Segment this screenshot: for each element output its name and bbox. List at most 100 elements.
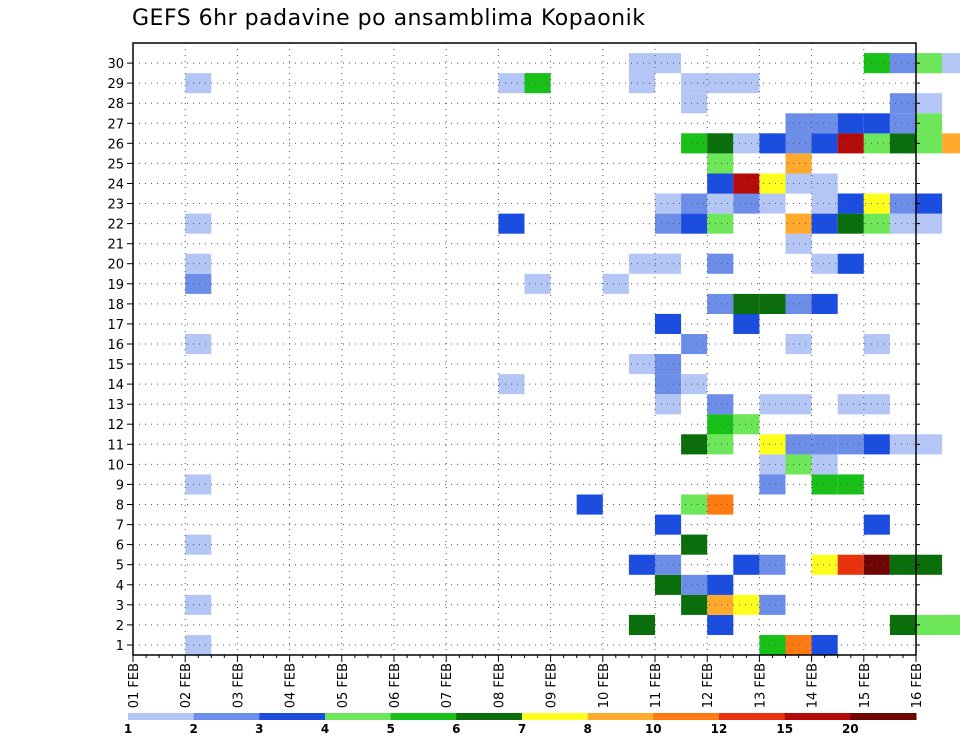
heatmap-cell xyxy=(733,293,760,314)
heatmap-cell xyxy=(733,594,760,615)
legend-swatch xyxy=(719,713,786,720)
heatmap-cell xyxy=(837,113,864,134)
y-tick-label: 10 xyxy=(107,458,124,473)
heatmap-cell xyxy=(785,173,812,194)
heatmap-cell xyxy=(681,574,708,595)
heatmap-cell xyxy=(785,454,812,475)
y-tick-label: 24 xyxy=(107,178,124,193)
heatmap-cell xyxy=(916,614,943,635)
x-tick-label: 08 FEB xyxy=(492,663,507,708)
heatmap-cell xyxy=(707,193,734,214)
heatmap-cell xyxy=(733,173,760,194)
y-tick-label: 14 xyxy=(107,378,124,393)
heatmap-cell xyxy=(655,574,682,595)
heatmap-cell xyxy=(863,514,890,535)
heatmap-cell xyxy=(655,374,682,395)
heatmap-cell xyxy=(916,93,943,114)
heatmap-cell xyxy=(785,113,812,134)
legend-label: 10 xyxy=(645,722,662,736)
heatmap-cell xyxy=(811,133,838,154)
heatmap-cell xyxy=(733,133,760,154)
y-tick-label: 16 xyxy=(107,338,124,353)
legend-label: 8 xyxy=(584,722,592,736)
heatmap-cell xyxy=(707,213,734,234)
heatmap-cell xyxy=(681,374,708,395)
heatmap-cell xyxy=(863,113,890,134)
heatmap-cell xyxy=(785,635,812,656)
heatmap-cell xyxy=(863,334,890,355)
heatmap-cell xyxy=(785,153,812,174)
heatmap-cell xyxy=(707,434,734,455)
heatmap-cell xyxy=(759,635,786,656)
heatmap-cell xyxy=(707,293,734,314)
heatmap-cell xyxy=(863,213,890,234)
heatmap-cell xyxy=(759,133,786,154)
heatmap-cell xyxy=(524,273,551,294)
heatmap-cell xyxy=(185,213,212,234)
y-tick-label: 3 xyxy=(116,599,124,614)
heatmap-cell xyxy=(759,554,786,575)
heatmap-cell xyxy=(655,193,682,214)
heatmap-cell xyxy=(889,614,916,635)
heatmap-cell xyxy=(707,594,734,615)
heatmap-cell xyxy=(628,614,655,635)
y-tick-label: 23 xyxy=(107,198,124,213)
heatmap-cell xyxy=(837,213,864,234)
heatmap-cell xyxy=(655,213,682,234)
heatmap-cell xyxy=(759,474,786,495)
heatmap-cell xyxy=(733,73,760,94)
y-tick-label: 1 xyxy=(116,639,124,654)
y-tick-label: 28 xyxy=(107,97,124,112)
heatmap-cell xyxy=(733,554,760,575)
heatmap-cell xyxy=(185,334,212,355)
heatmap-cell xyxy=(628,73,655,94)
heatmap-cell xyxy=(681,213,708,234)
heatmap-cell xyxy=(681,434,708,455)
heatmap-cell xyxy=(916,53,943,74)
heatmap-cell xyxy=(628,53,655,74)
y-tick-label: 18 xyxy=(107,298,124,313)
heatmap-cell xyxy=(655,514,682,535)
heatmap-cell xyxy=(837,193,864,214)
heatmap-cell xyxy=(707,494,734,515)
heatmap-cell xyxy=(655,53,682,74)
y-tick-label: 8 xyxy=(116,499,124,514)
heatmap-cell xyxy=(785,133,812,154)
heatmap-cell xyxy=(889,554,916,575)
heatmap-cell xyxy=(916,133,943,154)
heatmap-cell xyxy=(681,93,708,114)
legend-label: 7 xyxy=(518,722,526,736)
x-tick-label: 03 FEB xyxy=(231,663,246,708)
heatmap-cell xyxy=(863,133,890,154)
y-tick-label: 26 xyxy=(107,137,124,152)
legend-label: 15 xyxy=(776,722,793,736)
heatmap-cell xyxy=(889,53,916,74)
y-tick-label: 13 xyxy=(107,398,124,413)
legend-label: 6 xyxy=(452,722,460,736)
y-tick-label: 5 xyxy=(116,559,124,574)
legend-label: 1 xyxy=(124,722,132,736)
legend-label: 2 xyxy=(190,722,198,736)
heatmap-cell xyxy=(916,434,943,455)
heatmap-cell xyxy=(759,394,786,415)
x-tick-label: 14 FEB xyxy=(806,663,821,708)
y-tick-label: 20 xyxy=(107,258,124,273)
heatmap-cell xyxy=(837,474,864,495)
legend-swatch xyxy=(128,713,195,720)
heatmap-cell xyxy=(811,454,838,475)
heatmap-cell xyxy=(785,334,812,355)
legend-swatch xyxy=(653,713,720,720)
heatmap-cell xyxy=(628,253,655,274)
legend-swatch xyxy=(325,713,392,720)
legend-swatch xyxy=(390,713,457,720)
y-tick-label: 27 xyxy=(107,117,124,132)
heatmap-cell xyxy=(916,193,943,214)
x-tick-label: 15 FEB xyxy=(858,663,873,708)
heatmap-cell xyxy=(759,454,786,475)
heatmap-cell xyxy=(942,614,960,635)
heatmap-cell xyxy=(889,93,916,114)
y-tick-label: 9 xyxy=(116,478,124,493)
heatmap-cell xyxy=(733,193,760,214)
legend-label: 5 xyxy=(387,722,395,736)
